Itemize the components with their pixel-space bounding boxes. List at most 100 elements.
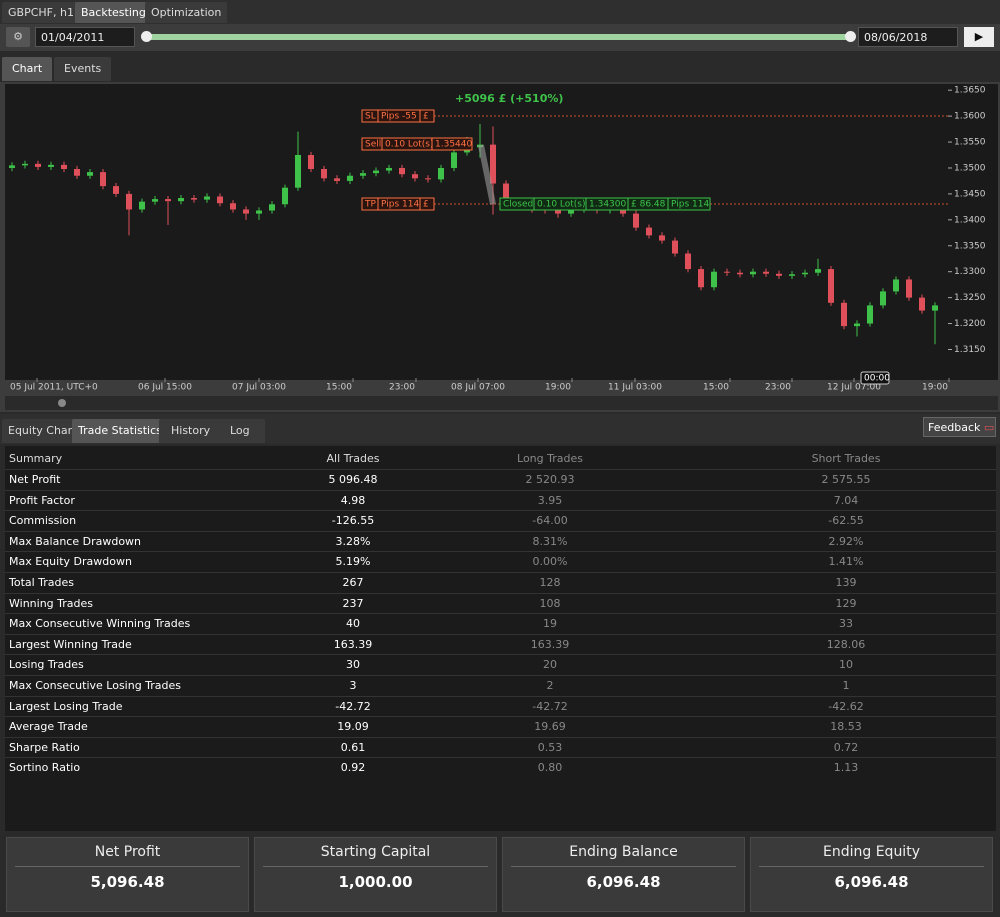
chart: +5096 £ (+510%) 1.3650 1.3600 1.3550 1.3500…: [0, 82, 1000, 412]
candle-body: [152, 199, 158, 202]
candle-body: [724, 271, 730, 273]
candle-body: [243, 209, 249, 214]
tag-label: 0.10 Lot(s): [385, 140, 434, 150]
table-cell: 2 575.55: [821, 473, 871, 486]
candle-body: [425, 178, 431, 180]
table-cell: Winning Trades: [9, 596, 93, 610]
tab[interactable]: Backtesting: [75, 2, 152, 23]
scroll-thumb[interactable]: [58, 399, 66, 407]
tab[interactable]: Equity Chart: [2, 419, 83, 443]
candle-body: [568, 209, 574, 214]
row-divider: [5, 530, 996, 532]
candle-body: [48, 164, 54, 167]
tab[interactable]: GBPCHF, h1: [2, 2, 80, 23]
table-cell: Max Equity Drawdown: [9, 555, 132, 569]
candle-body: [711, 271, 717, 288]
candle-body: [438, 167, 444, 180]
tag-label: 0.10 Lot(s): [537, 200, 586, 210]
x-tick-label: 06 Jul 15:00: [138, 383, 192, 393]
slider-handle[interactable]: [845, 31, 856, 42]
candle-body: [87, 172, 93, 176]
table-cell: 139: [835, 576, 857, 589]
tag-label: 1.35440: [435, 140, 472, 150]
candle-body: [113, 186, 119, 194]
stats-table: Summary All Trades Long Trades Short Trades…: [5, 446, 996, 831]
candle-body: [360, 173, 366, 176]
scrollbar[interactable]: [5, 396, 998, 410]
y-tick-label: 1.3150: [954, 345, 986, 355]
settings-button[interactable]: ⚙: [6, 27, 30, 47]
end-date[interactable]: 08/06/2018: [858, 27, 958, 47]
table-cell: Long Trades: [517, 452, 583, 465]
candle-body: [646, 227, 652, 236]
candle-body: [308, 155, 314, 170]
start-date[interactable]: 01/04/2011: [35, 27, 135, 47]
card-divider: [759, 866, 984, 867]
x-tick-label: 19:00: [545, 383, 571, 393]
candle-body: [633, 213, 639, 228]
candle-body: [802, 272, 808, 275]
tab[interactable]: Log: [215, 419, 265, 443]
row-divider: [5, 551, 996, 553]
table-cell: Losing Trades: [9, 658, 84, 672]
candle-body: [698, 269, 704, 288]
tag-label: 1.34300: [589, 200, 626, 210]
tag-label: Pips 114: [381, 200, 419, 210]
candle-body: [880, 291, 886, 306]
table-cell: Largest Winning Trade: [9, 637, 132, 651]
y-tick-label: 1.3500: [954, 163, 986, 173]
trade-line: [478, 144, 496, 205]
row-divider: [5, 695, 996, 697]
tab[interactable]: Optimization: [145, 2, 228, 23]
tab[interactable]: Chart: [2, 57, 53, 81]
row-divider: [5, 469, 996, 470]
play-button[interactable]: ▶: [964, 27, 994, 47]
table-cell: 237: [342, 596, 364, 610]
candle-body: [906, 279, 912, 298]
table-cell: 108: [539, 596, 561, 610]
tab[interactable]: History: [159, 419, 223, 443]
tag-label: Sell: [365, 140, 381, 150]
candle-body: [386, 167, 392, 171]
table-cell: 4.98: [340, 493, 366, 507]
card-value: 1,000.00: [338, 873, 413, 891]
table-cell: 128.06: [826, 637, 866, 651]
table-cell: 128: [539, 576, 561, 589]
row-divider: [5, 510, 996, 512]
card-label: Starting Capital: [320, 844, 431, 860]
tag-box: [419, 197, 435, 211]
y-tick-label: 1.3250: [954, 293, 986, 303]
table-cell: 20: [543, 658, 557, 672]
candle-body: [932, 305, 938, 311]
table-cell: 0.53: [537, 740, 563, 754]
table-cell: Commission: [9, 514, 77, 528]
candle-body: [867, 305, 873, 324]
x-tick-label: 05 Jul 2011, UTC+0: [10, 383, 98, 393]
y-tick-label: 1.3450: [954, 189, 986, 199]
tag-box: [431, 137, 473, 151]
candle-body: [659, 235, 665, 241]
table-cell: Largest Losing Trade: [9, 699, 123, 713]
table-cell: 18.53: [830, 720, 862, 734]
table-cell: 163.39: [530, 637, 570, 651]
slider-handle[interactable]: [141, 31, 152, 42]
table-cell: 5 096.48: [328, 473, 378, 486]
table-cell: Net Profit: [9, 473, 61, 486]
candle-body: [217, 196, 223, 204]
candle-body: [919, 297, 925, 311]
tab[interactable]: Events: [54, 57, 112, 81]
candle-body: [74, 169, 80, 176]
feedback-button[interactable]: Feedback ▭: [923, 417, 996, 437]
tab[interactable]: Trade Statistics: [72, 419, 168, 443]
result-label: +5096 £ (+510%): [455, 92, 563, 105]
table-cell: 0.00%: [532, 555, 568, 569]
range-slider[interactable]: [145, 34, 851, 40]
table-cell: 0.92: [340, 761, 366, 775]
candle-body: [9, 165, 15, 168]
candle-body: [269, 204, 275, 211]
summary-card: Starting Capital 1,000.00: [254, 837, 497, 912]
candle-body: [347, 175, 353, 181]
x-tick-label: 11 Jul 03:00: [608, 383, 662, 393]
candle-body: [321, 169, 327, 179]
